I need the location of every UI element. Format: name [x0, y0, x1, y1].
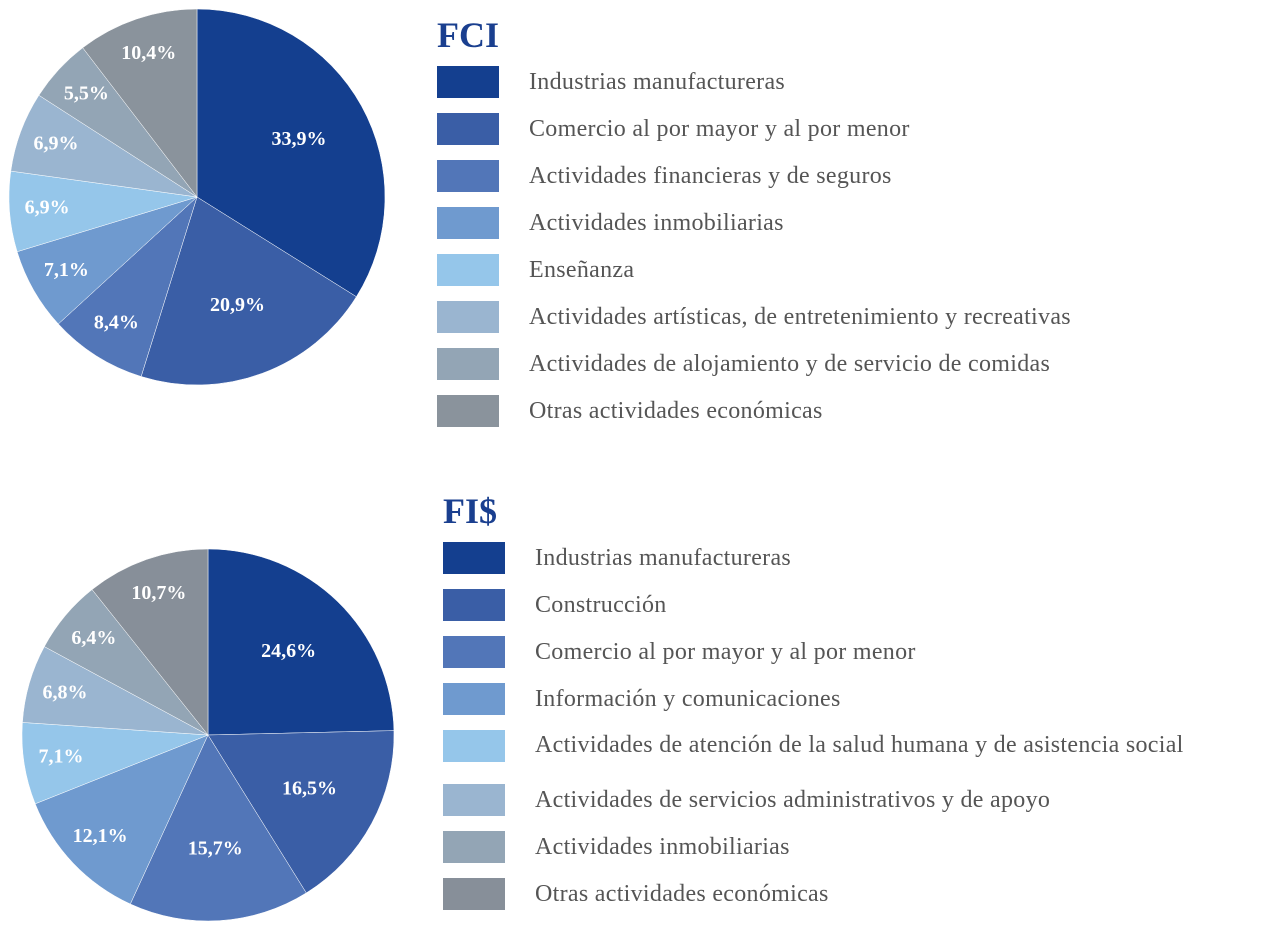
slice-label: 33,9% — [271, 128, 326, 150]
legend-swatch — [437, 395, 499, 427]
legend-item: Actividades financieras y de seguros — [437, 160, 1071, 192]
legend-item: Otras actividades económicas — [437, 395, 1071, 427]
slice-label: 24,6% — [261, 640, 316, 662]
legend-item: Enseñanza — [437, 254, 1071, 286]
legend-swatch — [437, 254, 499, 286]
pie-slice — [196, 8, 386, 298]
pie-slice — [207, 548, 395, 736]
legend-item: Comercio al por mayor y al por menor — [443, 636, 1184, 668]
legend-swatch — [437, 348, 499, 380]
legend-label: Enseñanza — [529, 257, 635, 283]
legend-label: Otras actividades económicas — [529, 398, 823, 424]
slice-label: 6,8% — [43, 681, 88, 703]
legend-item: Actividades artísticas, de entretenimien… — [437, 301, 1071, 333]
legend-item: Comercio al por mayor y al por menor — [437, 113, 1071, 145]
legend-item: Industrias manufactureras — [437, 66, 1071, 98]
legend-swatch — [437, 207, 499, 239]
legend-label: Industrias manufactureras — [535, 545, 792, 571]
legend-label: Actividades financieras y de seguros — [529, 163, 892, 189]
legend-swatch — [443, 878, 505, 910]
legend-label: Comercio al por mayor y al por menor — [535, 639, 916, 665]
legend-label: Información y comunicaciones — [535, 686, 841, 712]
legend-label: Comercio al por mayor y al por menor — [529, 116, 910, 142]
pie-slice — [57, 196, 198, 377]
legend-label: Construcción — [535, 592, 667, 618]
legend-item: Actividades de alojamiento y de servicio… — [437, 348, 1071, 380]
legend-item: Construcción — [443, 589, 1184, 621]
legend-item: Actividades inmobiliarias — [437, 207, 1071, 239]
legend-item: Otras actividades económicas — [443, 878, 1184, 910]
legend-swatch — [443, 831, 505, 863]
slice-label: 7,1% — [38, 746, 83, 768]
legend-swatch — [437, 113, 499, 145]
pie-slice — [207, 730, 395, 894]
chart-title: FI$ — [443, 491, 497, 531]
legend-swatch — [443, 730, 505, 762]
legend-label: Actividades de atención de la salud huma… — [535, 732, 1184, 758]
legend-item: Información y comunicaciones — [443, 683, 1184, 715]
slice-label: 5,5% — [64, 83, 109, 105]
pie-slice — [140, 196, 357, 386]
slice-label: 15,7% — [188, 838, 243, 860]
legend: Industrias manufactureras Comercio al por… — [437, 66, 1071, 442]
legend: Industrias manufactureras Construcción Com… — [443, 542, 1184, 925]
legend-label: Actividades artísticas, de entretenimien… — [529, 304, 1071, 330]
legend-swatch — [443, 784, 505, 816]
legend-swatch — [443, 542, 505, 574]
slice-label: 10,7% — [131, 582, 186, 604]
slice-label: 6,9% — [33, 132, 78, 154]
slice-label: 20,9% — [210, 294, 265, 316]
legend-label: Actividades inmobiliarias — [535, 834, 790, 860]
legend-swatch — [443, 683, 505, 715]
legend-swatch — [437, 66, 499, 98]
legend-item: Industrias manufactureras — [443, 542, 1184, 574]
legend-label: Industrias manufactureras — [529, 69, 786, 95]
legend-item: Actividades de atención de la salud huma… — [443, 730, 1184, 769]
pie-slice — [34, 734, 209, 905]
legend-label: Otras actividades económicas — [535, 881, 829, 907]
slice-label: 7,1% — [44, 259, 89, 281]
pie-slice — [82, 8, 198, 198]
legend-swatch — [437, 301, 499, 333]
legend-swatch — [437, 160, 499, 192]
slice-label: 6,9% — [25, 196, 70, 218]
chart-title: FCI — [437, 15, 499, 55]
pie-slice — [91, 548, 209, 736]
legend-swatch — [443, 589, 505, 621]
slice-label: 10,4% — [121, 42, 176, 64]
legend-item: Actividades inmobiliarias — [443, 831, 1184, 863]
legend-label: Actividades de alojamiento y de servicio… — [529, 351, 1051, 377]
slice-label: 16,5% — [282, 777, 337, 799]
legend-swatch — [443, 636, 505, 668]
legend-item: Actividades de servicios administrativos… — [443, 784, 1184, 816]
pie-slice — [129, 734, 307, 922]
slice-label: 6,4% — [71, 627, 116, 649]
slice-label: 12,1% — [73, 825, 128, 847]
legend-label: Actividades inmobiliarias — [529, 210, 784, 236]
legend-label: Actividades de servicios administrativos… — [535, 787, 1051, 813]
slice-label: 8,4% — [94, 312, 139, 334]
